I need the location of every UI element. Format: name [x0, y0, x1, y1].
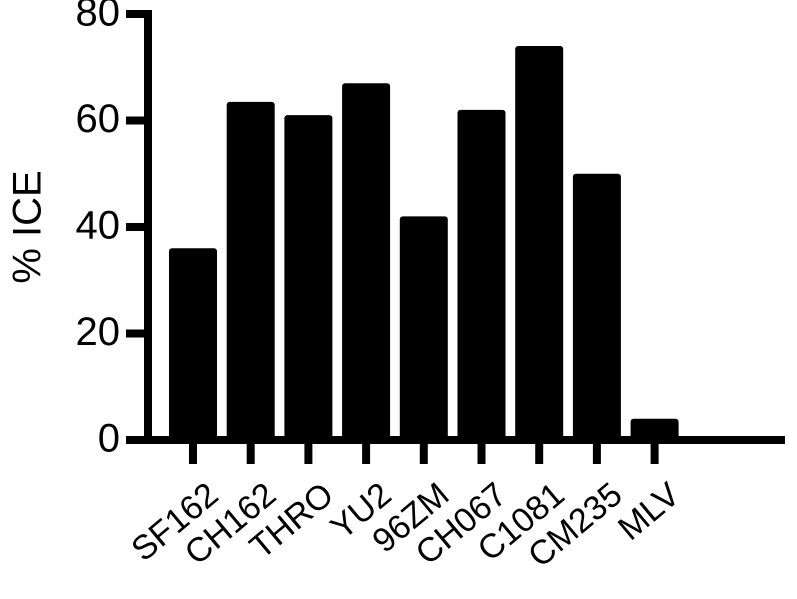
bar: [284, 115, 333, 441]
y-tick-label: 20: [76, 310, 121, 354]
y-tick-label: 40: [76, 204, 121, 248]
y-axis-label: % ICE: [6, 170, 50, 283]
bar: [399, 216, 448, 440]
bar: [226, 101, 275, 441]
y-tick-label: 0: [98, 417, 120, 461]
y-tick-label: 60: [76, 97, 121, 141]
bar: [572, 173, 621, 440]
bar: [630, 418, 679, 440]
bar: [169, 248, 217, 440]
y-tick-label: 80: [76, 0, 121, 35]
bar: [457, 109, 506, 440]
x-tick-label: MLV: [611, 475, 687, 548]
bar: [342, 83, 391, 440]
bar: [515, 45, 564, 440]
